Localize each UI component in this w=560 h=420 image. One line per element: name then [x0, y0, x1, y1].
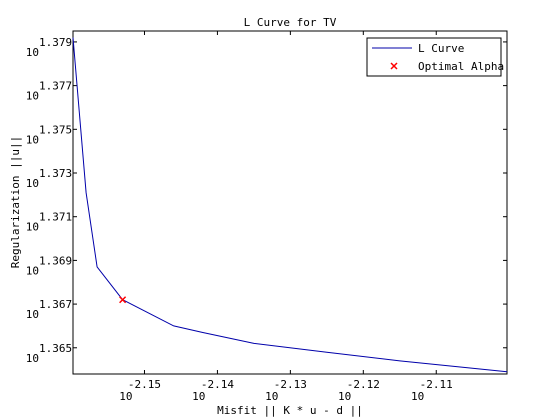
y-tick-base: 10	[26, 264, 39, 277]
y-tick-exponent: 1.367	[39, 298, 72, 311]
y-tick-base: 10	[26, 133, 39, 146]
y-tick-exponent: 1.373	[39, 167, 72, 180]
x-tick-exponent: -2.11	[420, 378, 453, 391]
x-tick-base: 10	[411, 390, 424, 403]
y-tick-exponent: 1.377	[39, 80, 72, 93]
y-tick-exponent: 1.379	[39, 36, 72, 49]
x-tick-exponent: -2.14	[201, 378, 234, 391]
y-axis-label: Regularization ||u||	[9, 136, 22, 268]
plot-area	[73, 31, 507, 374]
legend-label-l-curve: L Curve	[418, 42, 464, 55]
x-tick-exponent: -2.12	[347, 378, 380, 391]
y-tick-base: 10	[26, 90, 39, 103]
x-axis-label: Misfit || K * u - d ||	[217, 404, 363, 417]
y-tick-base: 10	[26, 177, 39, 190]
x-tick-base: 10	[265, 390, 278, 403]
x-tick-base: 10	[192, 390, 205, 403]
legend: L Curve Optimal Alpha	[367, 38, 504, 76]
y-tick-exponent: 1.371	[39, 211, 72, 224]
x-tick-base: 10	[119, 390, 132, 403]
x-tick-base: 10	[338, 390, 351, 403]
y-tick-exponent: 1.365	[39, 342, 72, 355]
y-tick-base: 10	[26, 46, 39, 59]
legend-label-optimal-alpha: Optimal Alpha	[418, 60, 504, 73]
y-tick-base: 10	[26, 221, 39, 234]
y-tick-base: 10	[26, 352, 39, 365]
y-tick-base: 10	[26, 308, 39, 321]
y-tick-exponent: 1.375	[39, 123, 72, 136]
x-tick-exponent: -2.13	[274, 378, 307, 391]
x-tick-exponent: -2.15	[128, 378, 161, 391]
chart-title: L Curve for TV	[244, 16, 337, 29]
y-tick-exponent: 1.369	[39, 254, 72, 267]
